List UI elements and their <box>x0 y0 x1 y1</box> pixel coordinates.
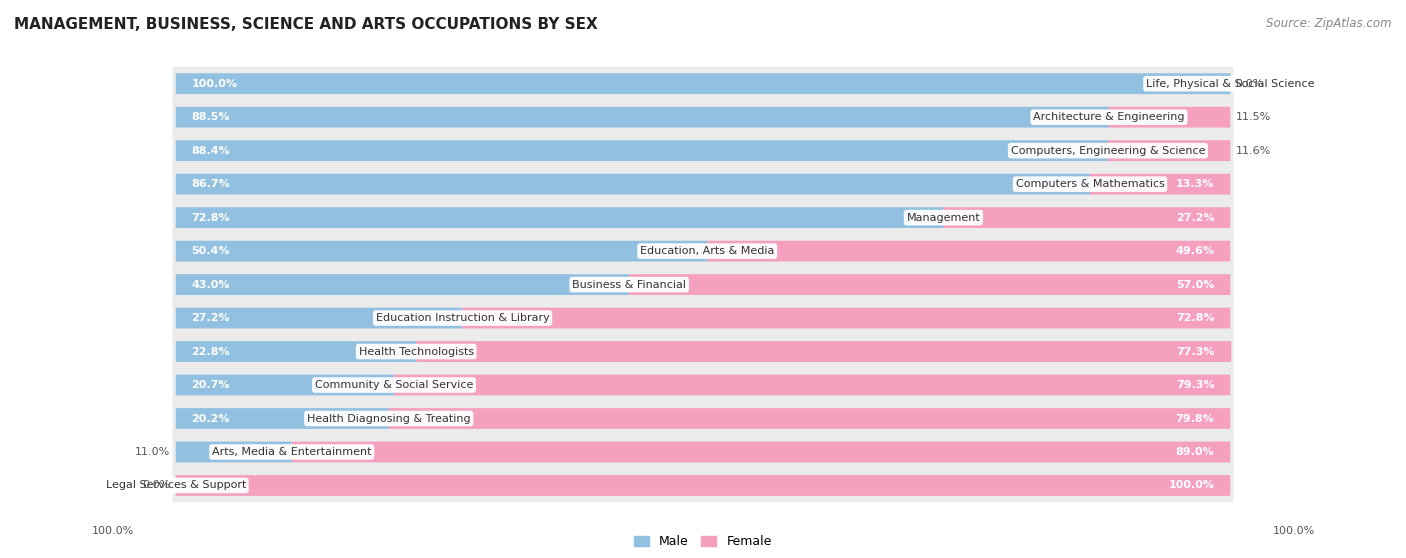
Text: Health Diagnosing & Treating: Health Diagnosing & Treating <box>307 413 471 424</box>
Text: 11.5%: 11.5% <box>1236 112 1271 122</box>
Text: Legal Services & Support: Legal Services & Support <box>105 480 246 490</box>
Text: 49.6%: 49.6% <box>1175 246 1215 256</box>
FancyBboxPatch shape <box>176 341 416 362</box>
FancyBboxPatch shape <box>176 441 292 463</box>
Text: Source: ZipAtlas.com: Source: ZipAtlas.com <box>1267 17 1392 30</box>
FancyBboxPatch shape <box>173 289 1233 347</box>
FancyBboxPatch shape <box>394 374 1230 396</box>
FancyBboxPatch shape <box>176 174 1090 195</box>
FancyBboxPatch shape <box>173 256 1233 314</box>
FancyBboxPatch shape <box>173 356 1233 414</box>
FancyBboxPatch shape <box>176 408 388 429</box>
FancyBboxPatch shape <box>173 456 1233 514</box>
FancyBboxPatch shape <box>173 189 1233 247</box>
FancyBboxPatch shape <box>1108 140 1230 161</box>
Text: 72.8%: 72.8% <box>1175 313 1215 323</box>
Text: 89.0%: 89.0% <box>1175 447 1215 457</box>
FancyBboxPatch shape <box>416 341 1232 362</box>
FancyBboxPatch shape <box>176 307 463 329</box>
Text: 0.0%: 0.0% <box>1236 79 1264 89</box>
Text: Computers & Mathematics: Computers & Mathematics <box>1015 179 1164 189</box>
FancyBboxPatch shape <box>176 140 1108 161</box>
Text: Education Instruction & Library: Education Instruction & Library <box>375 313 550 323</box>
FancyBboxPatch shape <box>176 73 1230 94</box>
FancyBboxPatch shape <box>173 423 1233 481</box>
FancyBboxPatch shape <box>176 475 1230 496</box>
Text: Life, Physical & Social Science: Life, Physical & Social Science <box>1146 79 1315 89</box>
Text: Business & Financial: Business & Financial <box>572 280 686 290</box>
FancyBboxPatch shape <box>943 207 1230 228</box>
Legend: Male, Female: Male, Female <box>634 535 772 548</box>
FancyBboxPatch shape <box>173 323 1233 381</box>
FancyBboxPatch shape <box>176 107 1109 128</box>
Text: Architecture & Engineering: Architecture & Engineering <box>1033 112 1185 122</box>
Text: Education, Arts & Media: Education, Arts & Media <box>640 246 775 256</box>
Text: 0.0%: 0.0% <box>142 480 170 490</box>
FancyBboxPatch shape <box>388 408 1230 429</box>
Text: 11.0%: 11.0% <box>135 447 170 457</box>
FancyBboxPatch shape <box>463 307 1230 329</box>
Text: 100.0%: 100.0% <box>1272 526 1315 536</box>
FancyBboxPatch shape <box>1109 107 1230 128</box>
FancyBboxPatch shape <box>173 222 1233 280</box>
Text: 88.5%: 88.5% <box>191 112 231 122</box>
FancyBboxPatch shape <box>176 240 707 262</box>
Text: 20.7%: 20.7% <box>191 380 231 390</box>
Text: 77.3%: 77.3% <box>1175 347 1215 357</box>
FancyBboxPatch shape <box>176 207 943 228</box>
Text: 100.0%: 100.0% <box>191 79 238 89</box>
Text: 27.2%: 27.2% <box>191 313 231 323</box>
Text: 20.2%: 20.2% <box>191 413 231 424</box>
Text: MANAGEMENT, BUSINESS, SCIENCE AND ARTS OCCUPATIONS BY SEX: MANAGEMENT, BUSINESS, SCIENCE AND ARTS O… <box>14 17 598 32</box>
FancyBboxPatch shape <box>292 441 1230 463</box>
Text: 100.0%: 100.0% <box>91 526 134 536</box>
Text: 100.0%: 100.0% <box>1168 480 1215 490</box>
Text: Community & Social Service: Community & Social Service <box>315 380 474 390</box>
FancyBboxPatch shape <box>173 55 1233 113</box>
Text: 72.8%: 72.8% <box>191 213 231 223</box>
FancyBboxPatch shape <box>630 274 1230 295</box>
FancyBboxPatch shape <box>1090 174 1230 195</box>
Text: 79.3%: 79.3% <box>1175 380 1215 390</box>
Text: 43.0%: 43.0% <box>191 280 231 290</box>
Text: 22.8%: 22.8% <box>191 347 231 357</box>
FancyBboxPatch shape <box>707 240 1230 262</box>
FancyBboxPatch shape <box>173 389 1233 448</box>
Text: Arts, Media & Entertainment: Arts, Media & Entertainment <box>212 447 371 457</box>
Text: 88.4%: 88.4% <box>191 146 231 156</box>
FancyBboxPatch shape <box>176 274 630 295</box>
Text: 27.2%: 27.2% <box>1175 213 1215 223</box>
FancyBboxPatch shape <box>173 88 1233 146</box>
Text: Computers, Engineering & Science: Computers, Engineering & Science <box>1011 146 1205 156</box>
Text: Management: Management <box>907 213 980 223</box>
Text: 50.4%: 50.4% <box>191 246 231 256</box>
FancyBboxPatch shape <box>173 155 1233 213</box>
Text: 79.8%: 79.8% <box>1175 413 1215 424</box>
FancyBboxPatch shape <box>176 374 394 396</box>
Text: 86.7%: 86.7% <box>191 179 231 189</box>
Text: 11.6%: 11.6% <box>1236 146 1271 156</box>
FancyBboxPatch shape <box>173 122 1233 180</box>
Text: 13.3%: 13.3% <box>1175 179 1215 189</box>
Text: Health Technologists: Health Technologists <box>359 347 474 357</box>
Text: 57.0%: 57.0% <box>1175 280 1215 290</box>
